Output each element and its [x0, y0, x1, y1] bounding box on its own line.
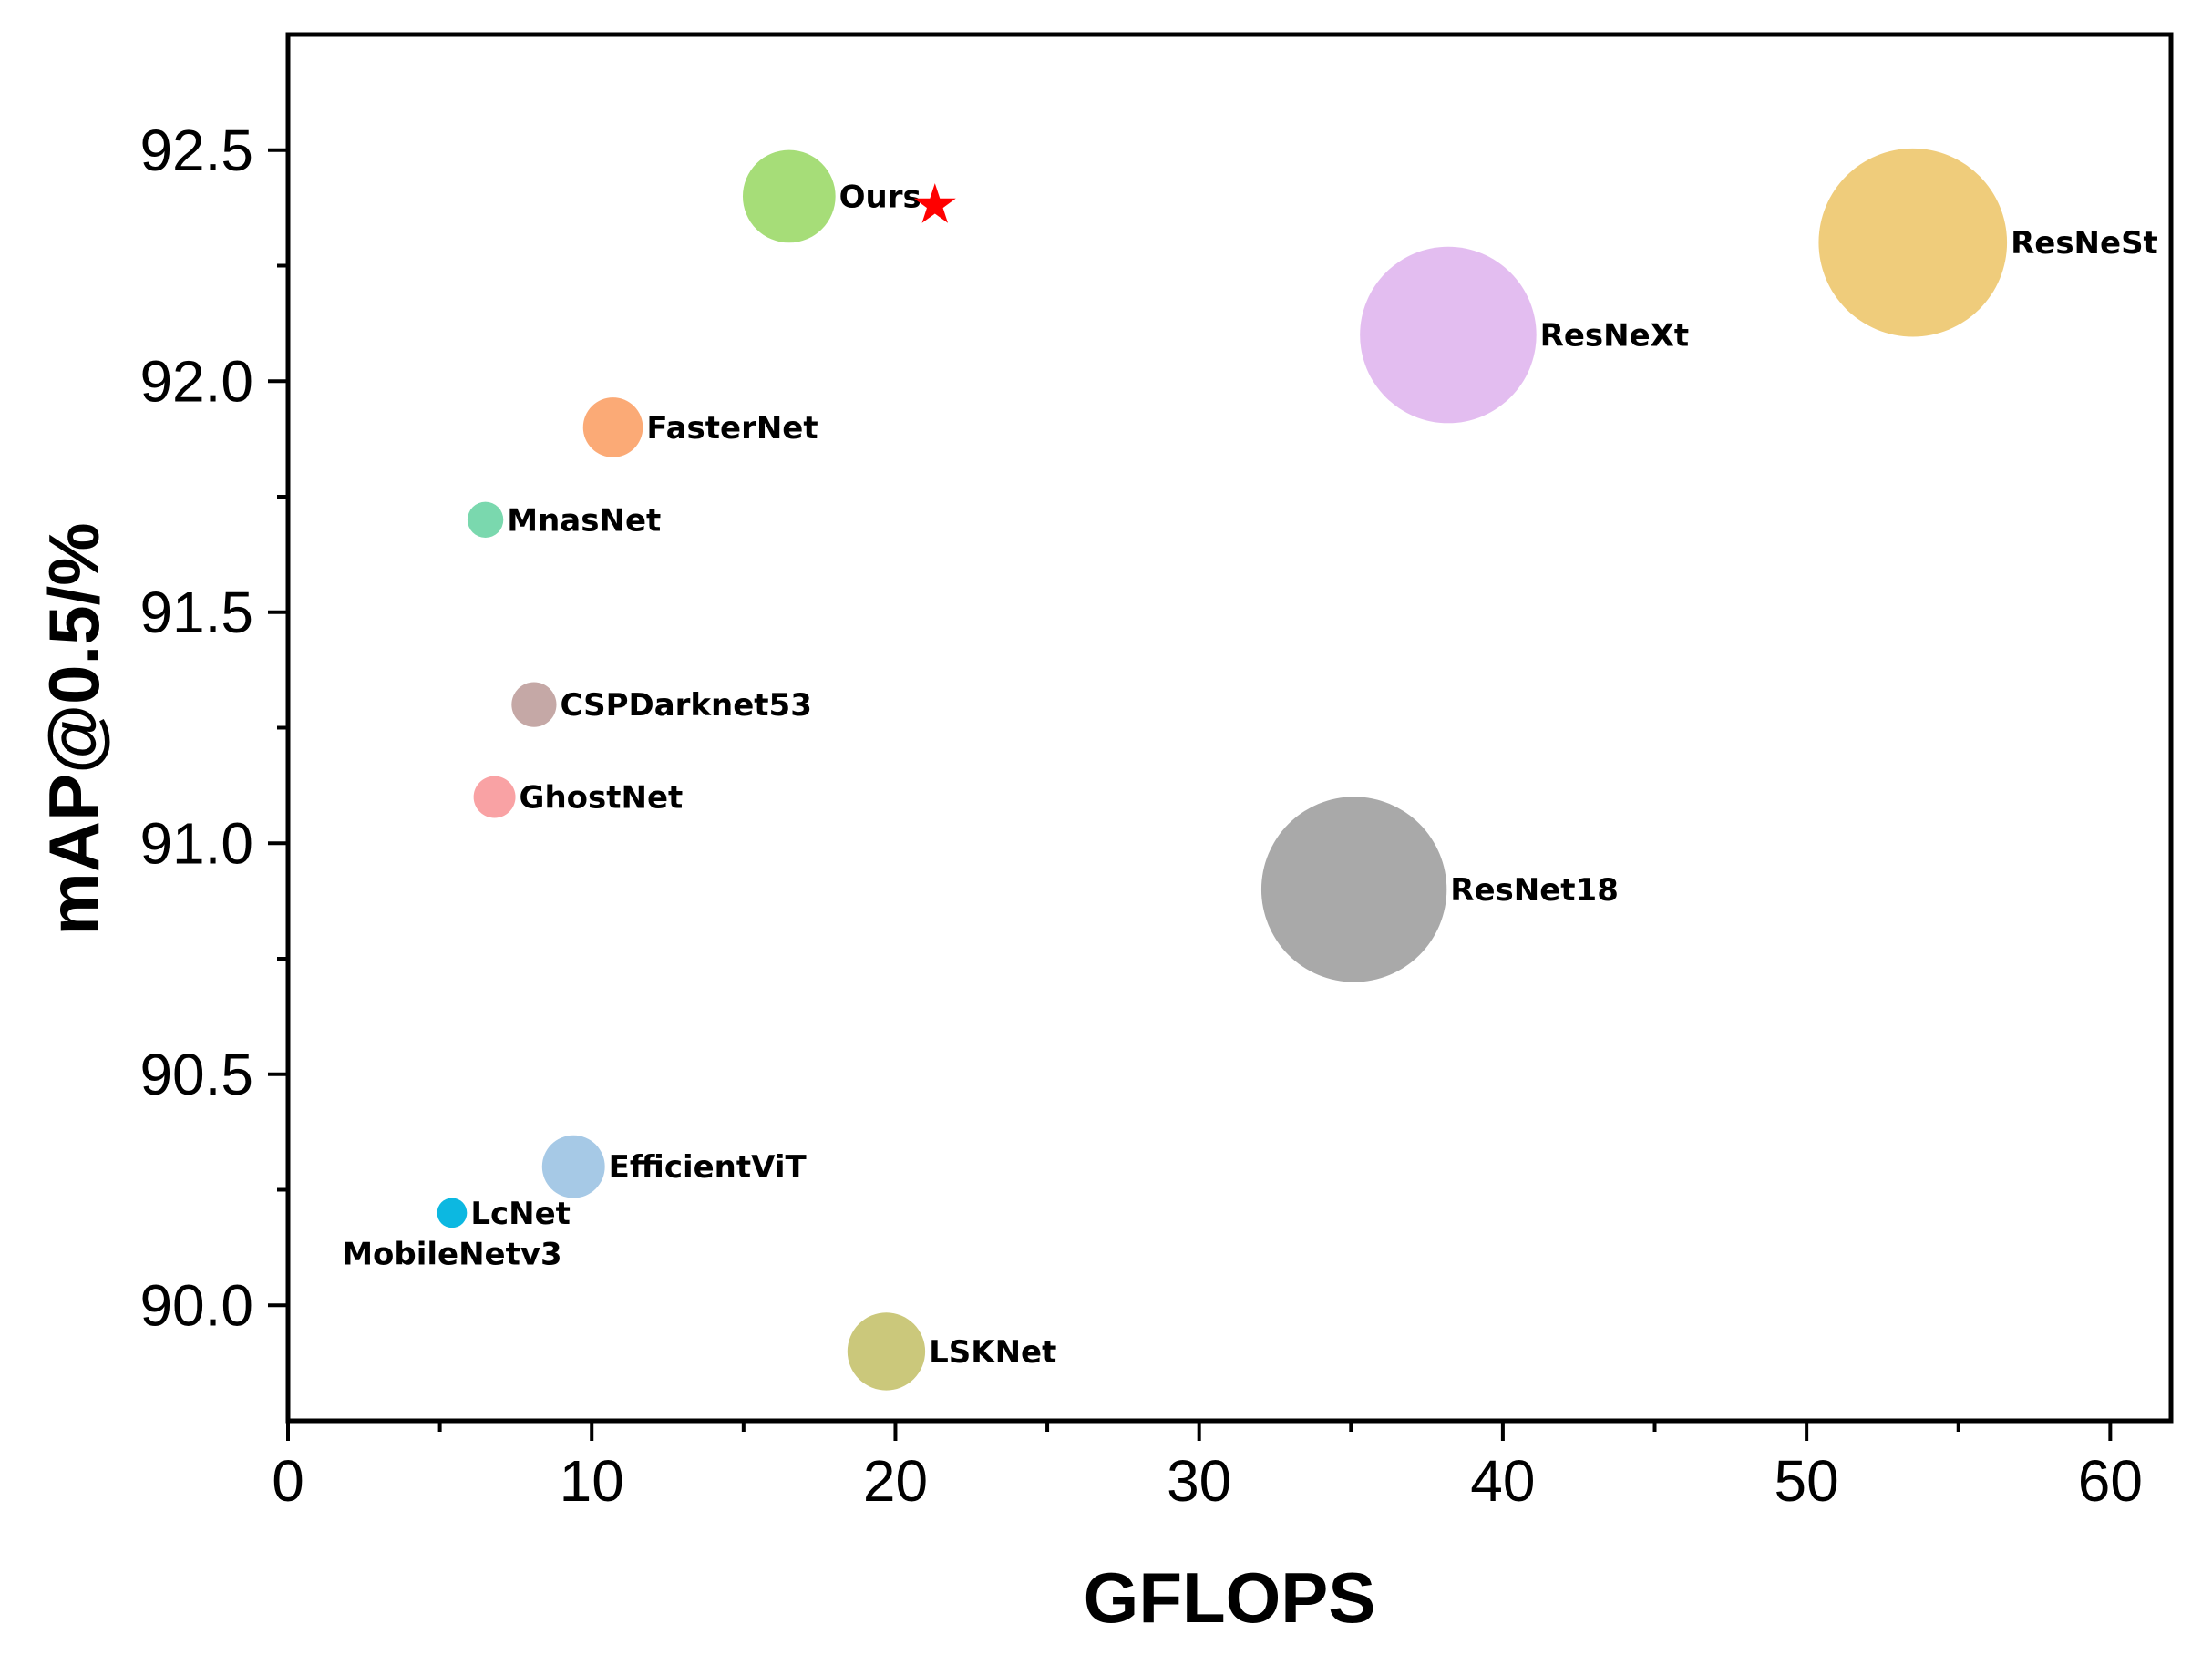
label-resnet18: ResNet18: [1450, 872, 1619, 909]
x-tick-label: 60: [2078, 1448, 2143, 1514]
red-star-icon: ★: [911, 173, 960, 237]
y-tick-label: 91.5: [139, 580, 253, 645]
bubble-resnext: [1360, 246, 1537, 424]
bubble-lcnet: [437, 1198, 468, 1228]
label-lcnet: LcNet: [470, 1196, 571, 1232]
bubble-cspdarknet53: [511, 682, 557, 727]
bubble-fasternet: [582, 397, 643, 457]
label-resnest: ResNeSt: [2011, 225, 2158, 262]
label-mobilenetv3: MobileNetv3: [342, 1236, 562, 1272]
x-tick-label: 10: [560, 1448, 624, 1514]
x-axis-title: GFLOPS: [1084, 1557, 1376, 1638]
label-cspdarknet53: CSPDarknet53: [561, 687, 812, 724]
x-tick-label: 30: [1167, 1448, 1231, 1514]
bubbles-layer: [437, 148, 2008, 1391]
label-lsknet: LSKNet: [929, 1334, 1056, 1371]
y-tick-label: 92.5: [139, 118, 253, 183]
y-tick-label: 91.0: [139, 810, 253, 876]
x-axis-ticks: 0 10 20 30 40 50 60: [272, 1421, 2143, 1514]
x-tick-label: 50: [1775, 1448, 1839, 1514]
bubble-ours: [742, 149, 836, 243]
label-ours: Ours: [839, 179, 921, 215]
bubble-resnet18: [1260, 797, 1447, 982]
point-labels-layer: Ours ResNeSt ResNeXt FasterNet MnasNet CSPDar…: [342, 173, 2158, 1371]
y-axis-title: mAP@0.5/%: [34, 522, 114, 935]
label-efficientvit: EfficientViT: [609, 1149, 808, 1186]
label-fasternet: FasterNet: [646, 410, 818, 447]
label-mnasnet: MnasNet: [507, 502, 661, 539]
y-tick-label: 90.0: [139, 1272, 253, 1338]
bubble-mnasnet: [467, 501, 504, 539]
bubble-ghostnet: [473, 776, 516, 818]
y-axis-ticks: 90.0 90.5 91.0 91.5 92.0 92.5: [139, 118, 288, 1338]
bubble-lsknet: [847, 1312, 926, 1391]
y-tick-label: 90.5: [139, 1042, 253, 1107]
label-ghostnet: GhostNet: [520, 780, 684, 817]
label-resnext: ResNeXt: [1540, 318, 1689, 355]
y-tick-label: 92.0: [139, 348, 253, 414]
x-tick-label: 0: [272, 1448, 304, 1514]
bubble-resnest: [1818, 148, 2008, 337]
x-tick-label: 20: [863, 1448, 928, 1514]
bubble-efficientvit: [541, 1135, 605, 1198]
x-tick-label: 40: [1470, 1448, 1535, 1514]
